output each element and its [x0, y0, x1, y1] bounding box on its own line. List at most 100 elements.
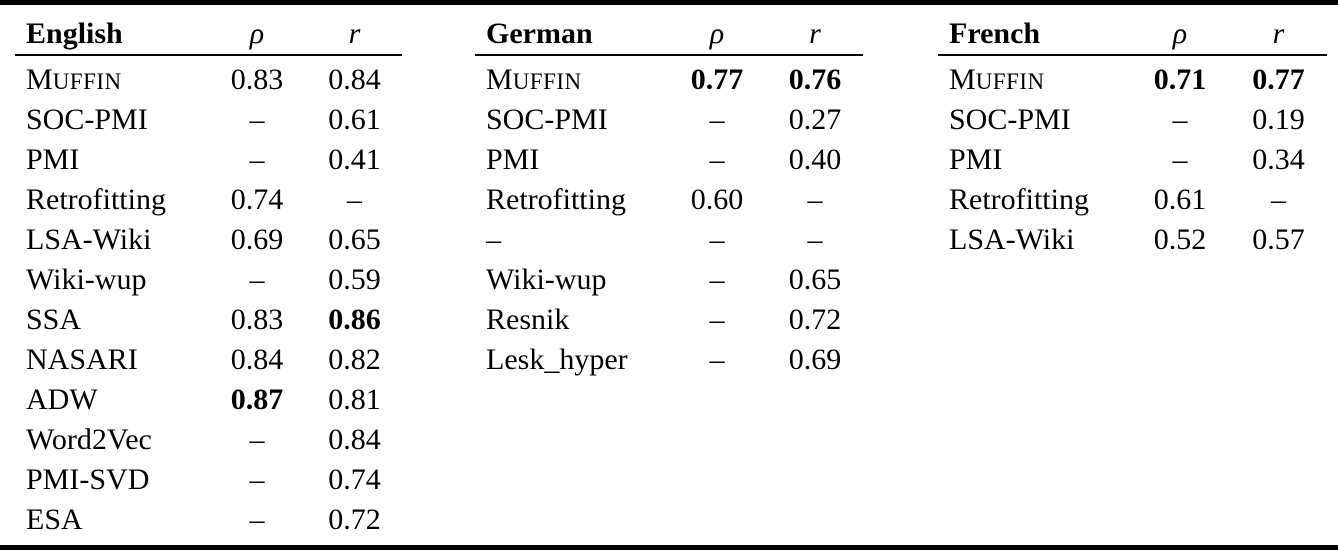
- method-name: MUFFIN: [475, 60, 667, 102]
- pearson-r-column-header: r: [1272, 17, 1285, 50]
- method-name: Wiki-wup: [26, 263, 147, 296]
- header-row: German ρ r: [475, 6, 863, 56]
- method-name: PMI: [486, 143, 540, 176]
- language-header: German: [486, 17, 593, 50]
- rho-value: 0.60: [690, 183, 744, 216]
- r-value: –: [347, 183, 362, 216]
- rho-value: –: [249, 423, 265, 456]
- r-value: 0.77: [1252, 63, 1305, 96]
- spearman-rho-column-header: ρ: [249, 17, 265, 50]
- pearson-r-column-header: r: [809, 17, 821, 50]
- r-value: 0.19: [1252, 103, 1305, 136]
- r-value: 0.57: [1252, 223, 1305, 256]
- method-name: MUFFIN: [938, 60, 1130, 102]
- table-row: MUFFIN 0.83 0.84: [15, 60, 402, 100]
- table-row: MUFFIN 0.77 0.76: [475, 60, 863, 100]
- method-name: SOC-PMI: [486, 103, 608, 136]
- header-row: English ρ r: [15, 6, 402, 56]
- data-rows: MUFFIN 0.83 0.84 SOC-PMI – 0.61 PMI – 0.41 Retrof…: [15, 56, 402, 540]
- rho-value: 0.77: [690, 63, 744, 96]
- rho-value: 0.52: [1153, 223, 1207, 256]
- rho-value: –: [709, 223, 725, 256]
- method-name: SSA: [26, 303, 82, 336]
- rho-value: –: [249, 503, 265, 536]
- r-value: –: [807, 223, 823, 256]
- rho-value: –: [249, 463, 265, 496]
- rho-value: 0.87: [230, 383, 284, 416]
- method-name: ESA: [26, 503, 83, 536]
- method-name: PMI: [949, 143, 1003, 176]
- r-value: –: [1271, 183, 1286, 216]
- method-name: ADW: [26, 383, 98, 416]
- r-value: 0.84: [328, 63, 381, 96]
- rho-value: –: [709, 303, 725, 336]
- smallcaps-initial: M: [486, 63, 513, 96]
- rho-value: –: [709, 263, 725, 296]
- table-row: PMI – 0.41: [15, 140, 402, 180]
- rho-value: 0.83: [230, 303, 284, 336]
- rho-value: –: [709, 343, 725, 376]
- table-row: Retrofitting 0.60 –: [475, 180, 863, 220]
- method-name: Resnik: [486, 303, 570, 336]
- rho-value: –: [709, 143, 725, 176]
- method-name: Retrofitting: [26, 183, 166, 216]
- table-row: PMI – 0.34: [938, 140, 1327, 180]
- method-name: SOC-PMI: [949, 103, 1071, 136]
- method-name: Retrofitting: [486, 183, 626, 216]
- rho-value: –: [1172, 103, 1188, 136]
- rho-value: 0.61: [1153, 183, 1207, 216]
- rho-value: 0.69: [230, 223, 284, 256]
- smallcaps-rest: UFFIN: [512, 69, 582, 94]
- r-value: 0.61: [328, 103, 381, 136]
- spearman-rho-column-header: ρ: [1172, 17, 1188, 50]
- r-value: 0.74: [328, 463, 381, 496]
- smallcaps-initial: M: [26, 63, 53, 96]
- r-value: 0.72: [328, 503, 381, 536]
- smallcaps-initial: M: [949, 63, 976, 96]
- table-row: SOC-PMI – 0.19: [938, 100, 1327, 140]
- r-value: 0.65: [328, 223, 381, 256]
- smallcaps-rest: UFFIN: [52, 69, 122, 94]
- table-row: MUFFIN 0.71 0.77: [938, 60, 1327, 100]
- rho-value: –: [249, 103, 265, 136]
- method-name: SOC-PMI: [26, 103, 148, 136]
- r-value: 0.41: [328, 143, 381, 176]
- method-name: Retrofitting: [949, 183, 1089, 216]
- rho-value: –: [249, 143, 265, 176]
- method-name: –: [486, 223, 501, 256]
- rho-value: –: [709, 103, 725, 136]
- data-rows: MUFFIN 0.77 0.76 SOC-PMI – 0.27 PMI – 0.40 Retrof…: [475, 56, 863, 380]
- table-row: Word2Vec – 0.84: [15, 420, 402, 460]
- r-value: 0.84: [328, 423, 381, 456]
- table-bottom-rule: [0, 545, 1338, 550]
- table-top-rule: [0, 0, 1338, 5]
- method-name: LSA-Wiki: [26, 223, 152, 256]
- rho-value: –: [1172, 143, 1188, 176]
- table-row: PMI – 0.40: [475, 140, 863, 180]
- rho-value: 0.71: [1153, 63, 1207, 96]
- rho-value: 0.84: [230, 343, 284, 376]
- r-value: 0.59: [328, 263, 381, 296]
- r-value: 0.72: [788, 303, 842, 336]
- table-row: ADW 0.87 0.81: [15, 380, 402, 420]
- r-value: –: [807, 183, 823, 216]
- r-value: 0.34: [1252, 143, 1305, 176]
- table-row: Wiki-wup – 0.59: [15, 260, 402, 300]
- method-name: LSA-Wiki: [949, 223, 1075, 256]
- table-row: SOC-PMI – 0.27: [475, 100, 863, 140]
- table-row: Resnik – 0.72: [475, 300, 863, 340]
- method-name: NASARI: [26, 343, 138, 376]
- r-value: 0.82: [328, 343, 381, 376]
- table-row: LSA-Wiki 0.69 0.65: [15, 220, 402, 260]
- method-name: Word2Vec: [26, 423, 152, 456]
- rho-value: –: [249, 263, 265, 296]
- r-value: 0.86: [328, 303, 381, 336]
- language-header: English: [26, 17, 123, 50]
- r-value: 0.27: [788, 103, 842, 136]
- header-row: French ρ r: [938, 6, 1327, 56]
- table-row: Lesk_hyper – 0.69: [475, 340, 863, 380]
- method-name: Lesk_hyper: [486, 343, 628, 376]
- pearson-r-column-header: r: [348, 17, 361, 50]
- table-row: Wiki-wup – 0.65: [475, 260, 863, 300]
- rho-value: 0.83: [230, 63, 284, 96]
